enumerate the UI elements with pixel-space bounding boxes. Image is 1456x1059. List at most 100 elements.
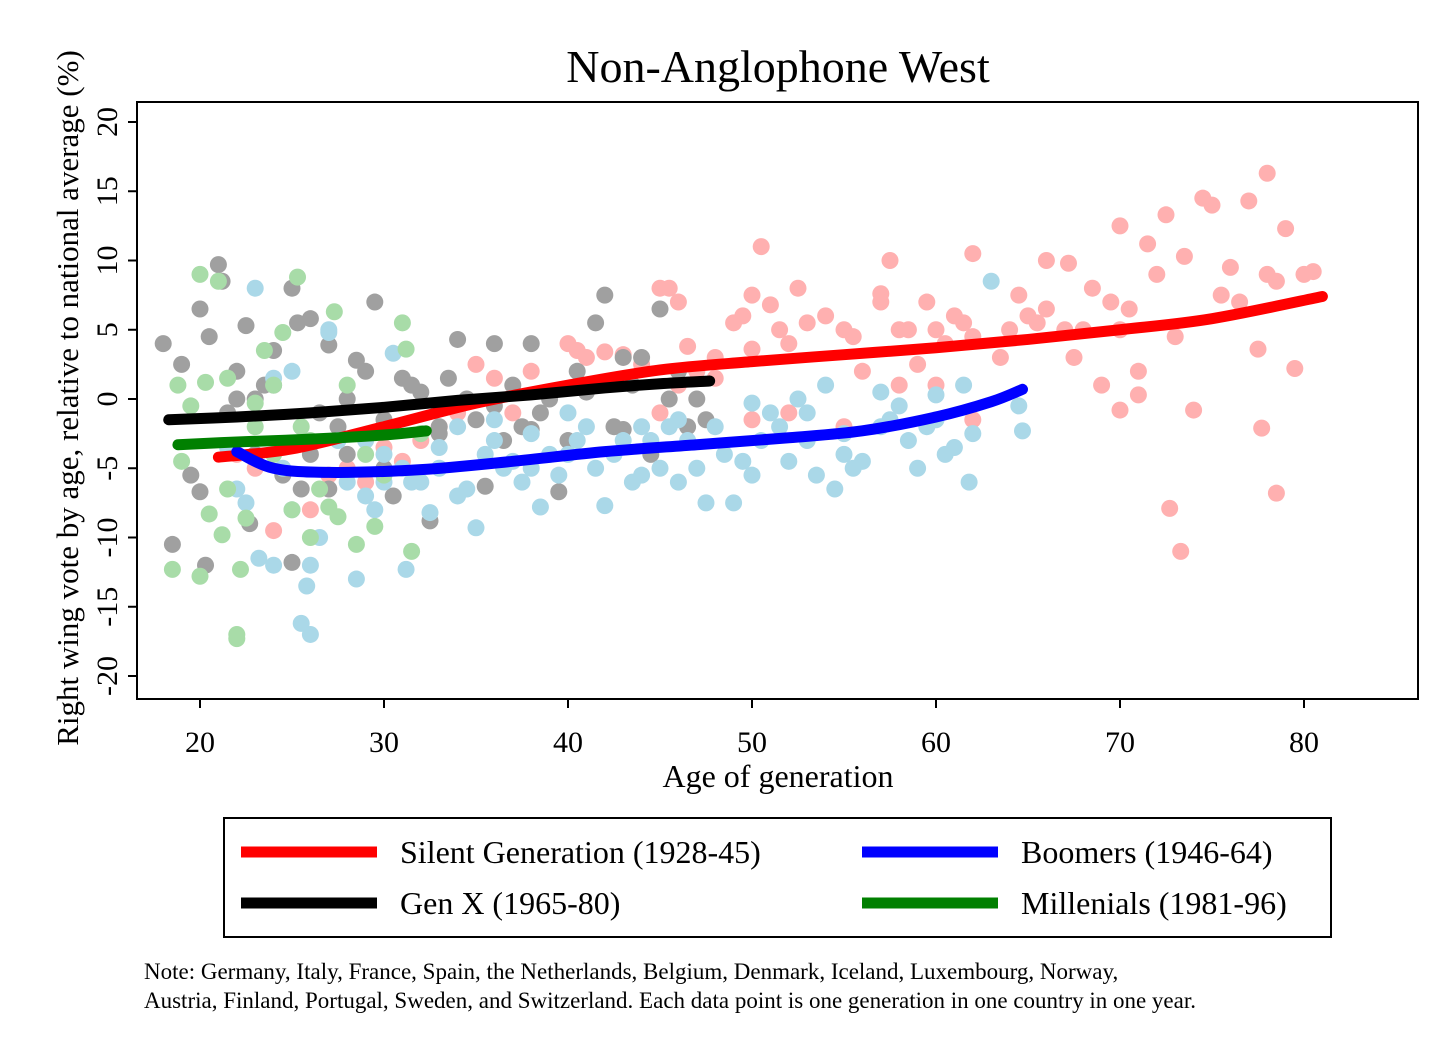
data-point (467, 411, 485, 429)
y-tick-label: -10 (91, 518, 124, 558)
data-point (780, 404, 798, 422)
data-point (577, 418, 595, 436)
data-point (246, 279, 264, 297)
data-point (412, 473, 430, 491)
data-point (403, 542, 421, 560)
data-point (1175, 247, 1193, 265)
data-point (531, 404, 549, 422)
data-point (780, 335, 798, 353)
data-point (771, 418, 789, 436)
data-point (1253, 419, 1271, 437)
chart: Non-Anglophone West 20 30 40 50 60 70 80-20-15… (50, 41, 1419, 938)
data-point (614, 348, 632, 366)
data-point (596, 286, 614, 304)
data-point (872, 293, 890, 311)
data-point (338, 445, 356, 463)
data-point (209, 256, 227, 274)
data-point (289, 268, 307, 286)
x-tick-label: 20 (185, 726, 215, 759)
data-point (513, 473, 531, 491)
data-point (237, 509, 255, 527)
data-point (927, 386, 945, 404)
data-point (191, 483, 209, 501)
data-point (301, 501, 319, 519)
data-point (163, 560, 181, 578)
data-point (347, 535, 365, 553)
data-point (173, 355, 191, 373)
trend-line (231, 383, 1028, 478)
data-point (960, 473, 978, 491)
data-point (964, 425, 982, 443)
data-point (633, 348, 651, 366)
axes: 20 30 40 50 60 70 80 -20 -15 -10 -5 0 5 10 15 20 (91, 107, 1319, 759)
data-point (743, 340, 761, 358)
data-point (982, 272, 1000, 290)
data-point (964, 245, 982, 263)
data-point (909, 355, 927, 373)
data-point (228, 630, 246, 648)
data-point (522, 425, 540, 443)
data-point (725, 494, 743, 512)
data-point (393, 314, 411, 332)
data-point (550, 466, 568, 484)
data-point (743, 394, 761, 412)
data-point (881, 252, 899, 269)
data-point (265, 556, 283, 574)
data-point (798, 314, 816, 332)
data-point (154, 335, 172, 353)
data-point (1157, 206, 1175, 224)
data-point (182, 466, 200, 484)
data-point (311, 480, 329, 498)
data-point (761, 296, 779, 314)
data-point (798, 404, 816, 422)
y-tick-label: -20 (91, 656, 124, 696)
data-point (715, 445, 733, 463)
data-point (633, 466, 651, 484)
data-point (1166, 328, 1184, 346)
data-point (596, 497, 614, 515)
data-point (669, 293, 687, 311)
data-point (357, 362, 375, 380)
data-point (200, 505, 218, 523)
y-tick-label: 20 (91, 107, 124, 137)
data-point (789, 279, 807, 297)
data-point (688, 390, 706, 408)
trend-lines (163, 291, 1328, 478)
data-point (357, 473, 375, 491)
data-point (320, 324, 338, 342)
y-tick-label: -15 (91, 587, 124, 627)
data-point (890, 397, 908, 415)
data-point (237, 494, 255, 512)
data-point (909, 459, 927, 477)
data-point (559, 404, 577, 422)
data-point (231, 560, 249, 578)
data-point (945, 438, 963, 456)
data-point (1277, 220, 1295, 238)
data-point (246, 394, 264, 412)
data-point (250, 549, 268, 567)
data-point (899, 321, 917, 339)
data-point (890, 376, 908, 394)
data-point (485, 335, 503, 353)
data-point (1231, 293, 1249, 311)
data-point (872, 383, 890, 401)
data-point (577, 348, 595, 366)
data-point (366, 517, 384, 535)
data-point (955, 314, 973, 332)
data-point (357, 487, 375, 505)
data-point (734, 452, 752, 470)
data-point (651, 300, 669, 318)
data-point (1240, 192, 1258, 210)
data-point (173, 452, 191, 470)
data-point (191, 265, 209, 283)
data-point (899, 432, 917, 450)
data-point (476, 477, 494, 495)
data-point (430, 425, 448, 443)
data-point (485, 432, 503, 450)
data-point (761, 404, 779, 422)
data-point (991, 348, 1009, 366)
data-point (1148, 265, 1166, 283)
plot-frame (136, 101, 1419, 700)
data-point (301, 556, 319, 574)
data-point (844, 328, 862, 346)
